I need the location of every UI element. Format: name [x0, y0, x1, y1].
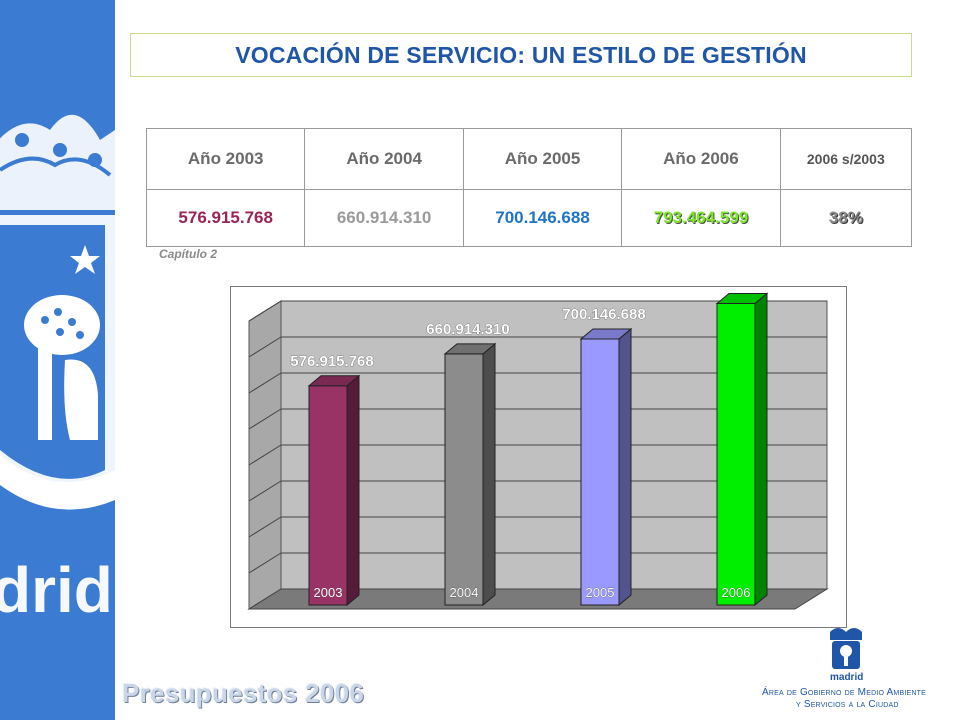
category-label-2005: 2005: [586, 585, 615, 600]
footer-title: Presupuestos 2006: [122, 678, 365, 708]
category-label-2003: 2003: [314, 585, 343, 600]
header-2005: Año 2005: [462, 128, 623, 190]
gridline-side: [248, 372, 282, 394]
bar-top-2005: [579, 328, 633, 340]
page-title: VOCACIÓN DE SERVICIO: UN ESTILO DE GESTI…: [235, 41, 807, 68]
sidebar-banner: drid: [0, 0, 115, 720]
bar-2004: [444, 353, 484, 606]
madrid-coat-of-arms-watermark: drid: [0, 114, 115, 626]
header-2006: Año 2006: [621, 128, 781, 190]
data-label-2005: 700.146.688: [562, 306, 645, 323]
gridline-side: [248, 336, 282, 358]
bar-side-2006: [754, 292, 768, 607]
bar-chart: 576.915.768 2003 660.914.310 2004 700.146.68…: [247, 287, 829, 610]
data-label-2003: 576.915.768: [290, 353, 373, 370]
logo-department-line1: Área de Gobierno de Medio Ambiente: [762, 687, 926, 698]
gridline-side: [248, 408, 282, 430]
bar-side-2004: [482, 342, 496, 607]
bar-top-2004: [443, 343, 497, 355]
value-2004: 660.914.310: [304, 189, 464, 247]
logo-department-line2: y Servicios a la Ciudad: [796, 699, 899, 710]
category-label-2006: 2006: [722, 585, 751, 600]
value-2006: 793.464.599: [621, 189, 781, 247]
page-title-box: VOCACIÓN DE SERVICIO: UN ESTILO DE GESTI…: [130, 33, 912, 77]
bar-side-2003: [346, 374, 360, 607]
value-2003: 576.915.768: [145, 189, 306, 247]
data-label-2004: 660.914.310: [426, 321, 509, 338]
chart-floor: [247, 588, 829, 610]
madrid-crest-icon: [830, 628, 862, 669]
header-2003: Año 2003: [145, 128, 306, 190]
bar-top-2006: [715, 292, 769, 304]
gridline-side: [248, 552, 282, 574]
gridline-side: [248, 300, 282, 322]
table-note: Capítulo 2: [159, 247, 218, 261]
bar-2003: [308, 385, 348, 606]
madrid-logo: [758, 624, 958, 720]
table-values-row: 576.915.768 660.914.310 700.146.688 793.…: [145, 189, 913, 247]
bar-2005: [580, 338, 620, 606]
header-2004: Año 2004: [304, 128, 464, 190]
budget-table: Año 2003 Año 2004 Año 2005 Año 2006 2006…: [145, 128, 913, 247]
chart-frame: 576.915.768 2003 660.914.310 2004 700.146.68…: [230, 286, 847, 628]
table-header-row: Año 2003 Año 2004 Año 2005 Año 2006 2006…: [145, 128, 913, 190]
bar-2006: [716, 302, 756, 606]
bar-side-2005: [618, 327, 632, 607]
value-growth: 38%: [779, 189, 913, 247]
gridline-side: [248, 444, 282, 466]
gridline-side: [248, 516, 282, 538]
bar-top-2003: [307, 375, 361, 387]
gridline-side: [248, 480, 282, 502]
header-growth: 2006 s/2003: [779, 128, 913, 190]
logo-madrid-word: madrid: [830, 672, 864, 683]
category-label-2004: 2004: [450, 585, 479, 600]
sidebar-watermark-text: drid: [0, 554, 113, 626]
value-2005: 700.146.688: [462, 189, 623, 247]
